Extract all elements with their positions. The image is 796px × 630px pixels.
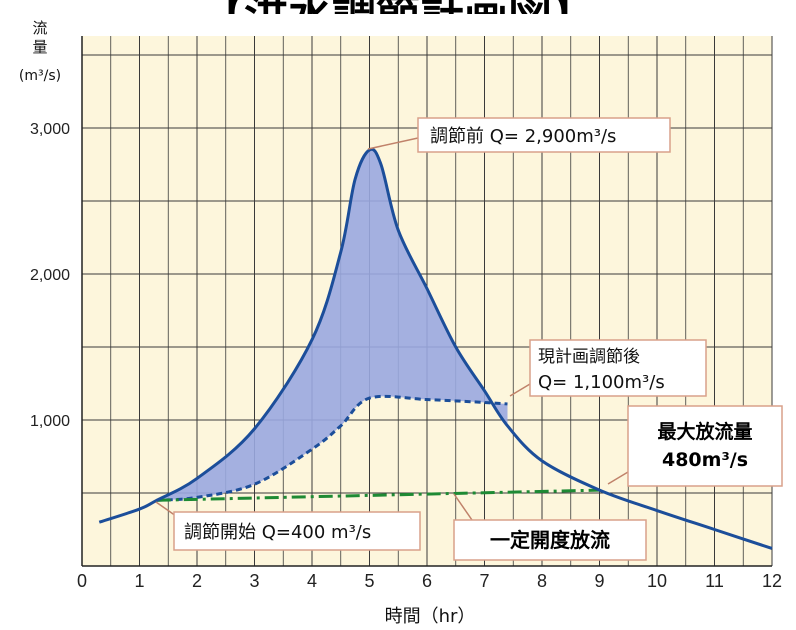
start-label: 調節開始 Q=400 m³/s — [184, 522, 371, 543]
constant-release-line — [156, 488, 600, 502]
regulated-volume-area — [156, 149, 508, 501]
max-release-label-1: 最大放流量 — [657, 420, 752, 443]
x-tick-label: 5 — [364, 571, 374, 591]
x-tick-label: 1 — [134, 571, 144, 591]
regulated-label-2: Q= 1,100m³/s — [538, 372, 665, 393]
regulated-label-1: 現計画調節後 — [538, 347, 640, 367]
x-tick-label: 4 — [307, 571, 317, 591]
x-tick-label: 8 — [537, 571, 547, 591]
chart-title: 【洪水調節計画図】 — [200, 0, 596, 41]
x-tick-label: 7 — [479, 571, 489, 591]
y-tick-label: 3,000 — [30, 121, 70, 138]
regulated-annotation: 現計画調節後 Q= 1,100m³/s — [509, 339, 707, 397]
y-axis-label-unit: (m³/s) — [19, 68, 61, 84]
inflow-line — [98, 147, 773, 550]
x-tick-label: 10 — [647, 571, 667, 591]
x-tick-label: 3 — [249, 571, 259, 591]
x-tick-label: 11 — [705, 571, 724, 591]
peak-label: 調節前 Q= 2,900m³/s — [430, 126, 616, 147]
y-axis-label-2: 量 — [32, 38, 47, 56]
constant-release-annotation: 一定開度放流 — [453, 493, 647, 561]
y-tick-label: 1,000 — [30, 413, 70, 430]
constant-release-label: 一定開度放流 — [490, 528, 610, 552]
y-tick-label: 2,000 — [30, 267, 70, 284]
x-axis-label: 時間（hr） — [385, 606, 476, 627]
y-axis-label-1: 流 — [32, 19, 47, 37]
regulated-line — [156, 394, 508, 502]
x-tick-label: 6 — [422, 571, 432, 591]
series-layer — [98, 147, 773, 550]
x-tick-label: 2 — [192, 571, 202, 591]
x-tick-label: 0 — [77, 571, 87, 591]
max-release-label-2: 480m³/s — [662, 449, 748, 471]
start-annotation: 調節開始 Q=400 m³/s — [155, 501, 421, 551]
peak-annotation: 調節前 Q= 2,900m³/s — [367, 117, 671, 153]
x-tick-label: 9 — [594, 571, 604, 591]
max-release-annotation: 最大放流量 480m³/s — [607, 405, 783, 487]
x-tick-label: 12 — [762, 571, 782, 591]
